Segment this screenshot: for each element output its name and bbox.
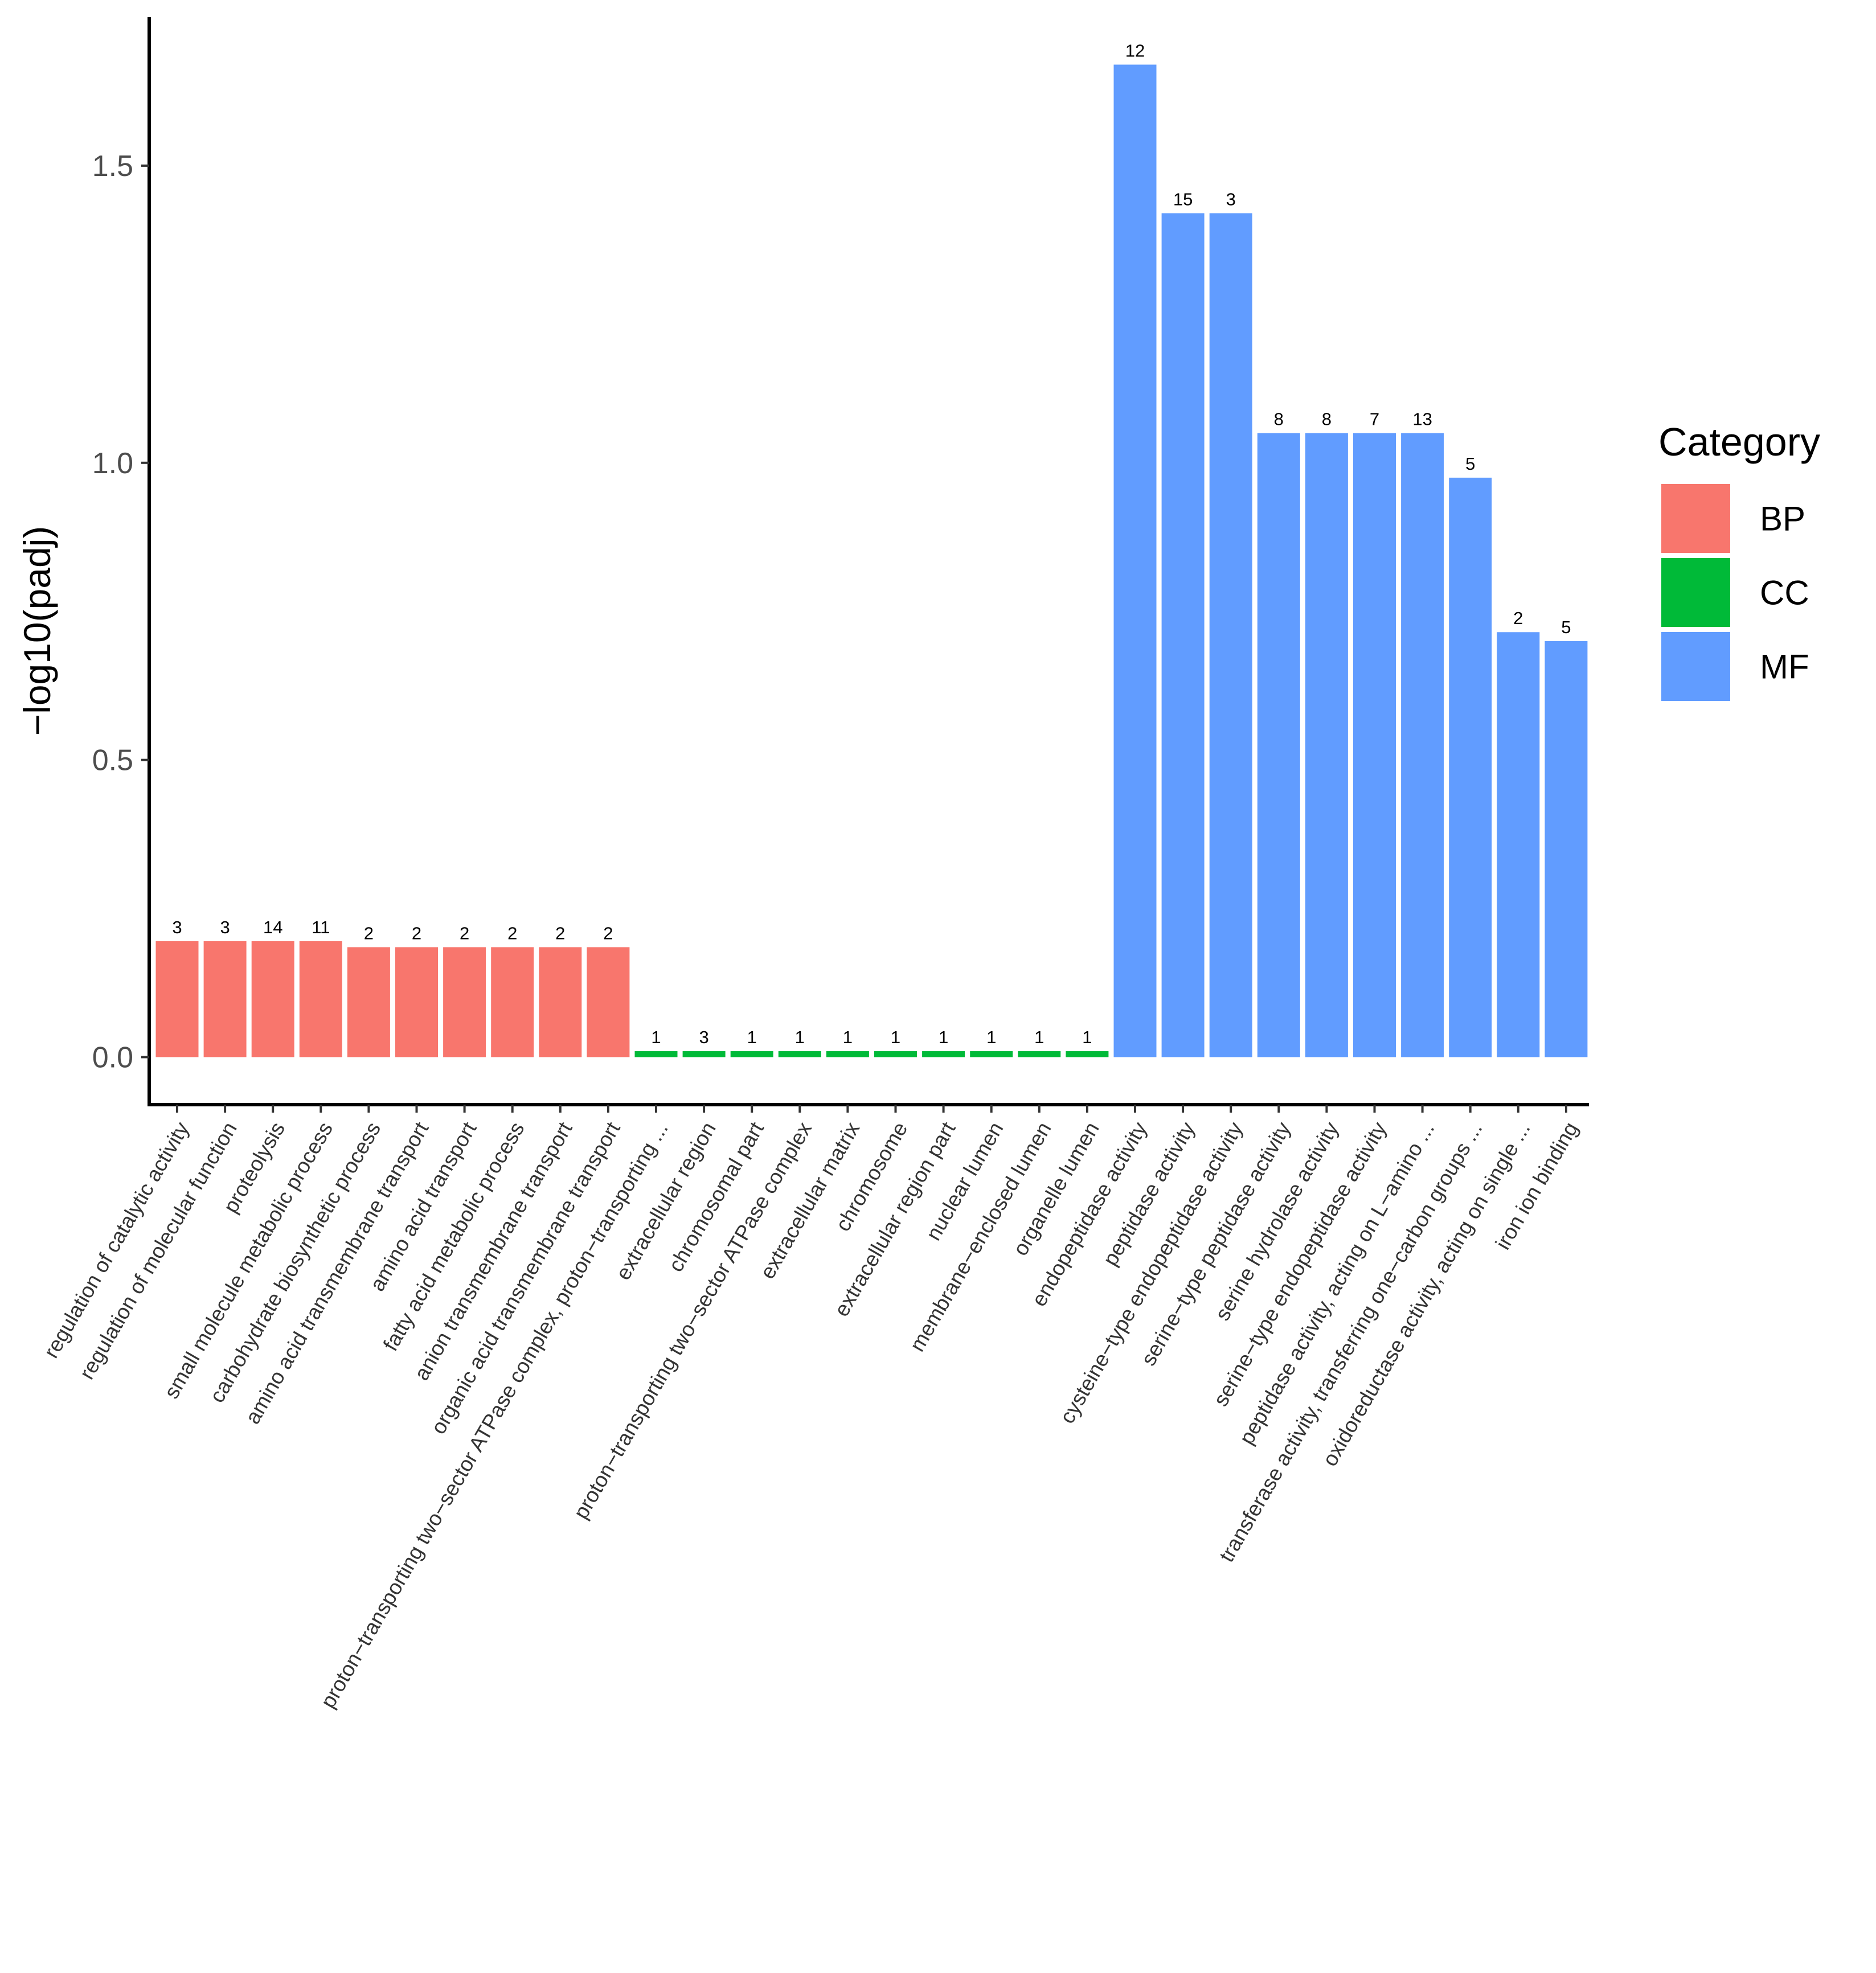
bar-count-label: 1: [1082, 1027, 1092, 1047]
bar-count-label: 3: [699, 1027, 708, 1047]
y-axis-title: −log10(padj): [16, 526, 58, 736]
x-axis-ticks: regulation of catalytic activityregulati…: [39, 1105, 1583, 1712]
y-tick-label: 0.0: [92, 1041, 133, 1074]
bar-bp-3: [299, 941, 342, 1057]
legend-key-cc: [1659, 556, 1732, 629]
bar-mf-20: [1113, 64, 1157, 1057]
bar-mf-25: [1353, 433, 1396, 1057]
bar-cc-14: [826, 1051, 869, 1057]
bar-cc-19: [1066, 1051, 1109, 1057]
bar-bp-5: [395, 947, 438, 1057]
bars-layer: [155, 64, 1588, 1057]
bar-count-label: 2: [364, 923, 374, 943]
legend-label-bp: BP: [1760, 500, 1805, 538]
axes-layer: [148, 17, 1589, 1106]
bar-count-label: 3: [1226, 189, 1236, 209]
bar-count-label: 12: [1125, 40, 1145, 60]
bar-cc-18: [1018, 1051, 1061, 1057]
y-axis-ticks: 0.0 0.5 1.0 1.5: [92, 150, 149, 1074]
bar-cc-17: [970, 1051, 1013, 1057]
bar-mf-23: [1257, 433, 1300, 1057]
bar-count-label: 15: [1173, 189, 1193, 209]
bar-bp-7: [491, 947, 534, 1057]
bar-bp-0: [155, 941, 199, 1057]
x-tick-label: proton−transporting two−sector ATPase co…: [569, 1118, 816, 1523]
y-tick-label: 0.5: [92, 744, 133, 777]
bar-count-label: 2: [555, 923, 565, 943]
bar-count-label: 1: [939, 1027, 948, 1047]
bar-count-label: 1: [986, 1027, 996, 1047]
bar-cc-11: [682, 1051, 726, 1057]
bar-count-label: 1: [747, 1027, 757, 1047]
bar-mf-26: [1401, 433, 1444, 1057]
bar-count-label: 14: [263, 917, 282, 937]
bar-count-label: 2: [412, 923, 421, 943]
bar-bp-1: [203, 941, 247, 1057]
bar-mf-22: [1209, 213, 1252, 1057]
x-tick-label: amino acid transmembrane transport: [241, 1118, 433, 1428]
bar-count-label: 2: [507, 923, 517, 943]
bar-count-label: 3: [172, 917, 182, 937]
bar-bp-6: [443, 947, 486, 1057]
bar-bp-2: [251, 941, 294, 1057]
bar-count-label: 13: [1412, 409, 1432, 429]
bar-cc-10: [634, 1051, 678, 1057]
bar-count-label: 5: [1561, 617, 1571, 637]
legend-label-cc: CC: [1760, 574, 1809, 612]
bar-mf-21: [1161, 213, 1205, 1057]
bar-count-label: 7: [1370, 409, 1379, 429]
bar-bp-8: [539, 947, 582, 1057]
bar-count-label: 3: [220, 917, 230, 937]
bar-cc-12: [730, 1051, 773, 1057]
bar-mf-24: [1305, 433, 1348, 1057]
legend: Category BP CC MF: [1658, 420, 1820, 703]
bar-mf-29: [1545, 641, 1588, 1057]
bar-count-label: 11: [312, 917, 330, 937]
bar-count-label: 8: [1274, 409, 1284, 429]
legend-key-bp: [1659, 482, 1732, 555]
bar-count-label: 5: [1465, 454, 1475, 474]
legend-key-mf: [1659, 630, 1732, 703]
y-tick-label: 1.5: [92, 150, 133, 183]
bar-count-label: 2: [460, 923, 469, 943]
bar-bp-9: [587, 947, 630, 1057]
bar-mf-27: [1449, 477, 1492, 1057]
bar-cc-13: [778, 1051, 821, 1057]
bar-cc-16: [922, 1051, 965, 1057]
bar-count-label: 1: [1034, 1027, 1044, 1047]
legend-title: Category: [1658, 420, 1820, 464]
bar-count-label: 2: [1513, 608, 1523, 628]
legend-label-mf: MF: [1760, 648, 1809, 686]
bar-mf-28: [1497, 632, 1540, 1057]
bar-count-label: 1: [795, 1027, 805, 1047]
bar-count-label: 1: [651, 1027, 661, 1047]
bar-count-label: 1: [843, 1027, 853, 1047]
bar-count-label: 8: [1322, 409, 1332, 429]
bar-count-label: 2: [603, 923, 613, 943]
y-tick-label: 1.0: [92, 447, 133, 480]
bar-count-label: 1: [891, 1027, 900, 1047]
bar-bp-4: [347, 947, 390, 1057]
bar-cc-15: [874, 1051, 917, 1057]
